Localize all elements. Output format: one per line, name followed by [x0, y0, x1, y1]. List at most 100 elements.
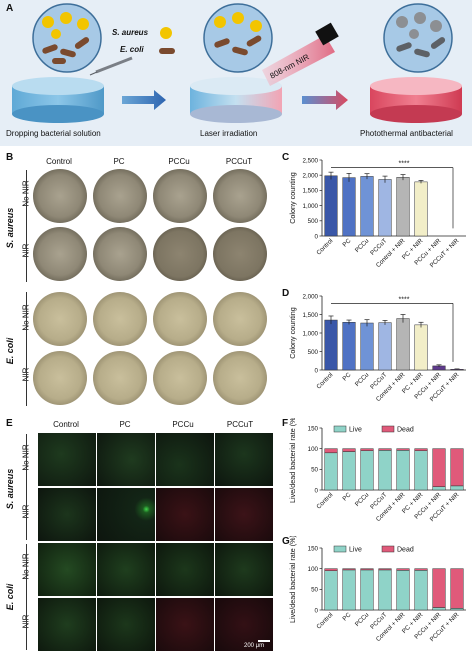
chart-d-bar [414, 324, 428, 371]
dish-cylinder-1 [12, 77, 104, 123]
chart-g-ytick-label: 0 [315, 607, 319, 614]
chart-f-legend-live: Live [349, 427, 362, 434]
chart-f-bar-live [342, 451, 356, 491]
chart-g-bar-dead [432, 568, 446, 608]
chart-c-ytick-label: 1,500 [303, 188, 319, 195]
process-arrow-2 [302, 90, 348, 110]
chart-g-bar-live [324, 570, 338, 611]
magnified-view-2 [203, 3, 273, 73]
fl-col-pc: PC [119, 420, 131, 429]
fl-sa-pccut-no-nir [215, 433, 273, 486]
chart-f-ytick-label: 50 [311, 467, 318, 474]
chart-d-ytick-label: 1,000 [303, 330, 319, 337]
chart-f-bar-dead [432, 448, 446, 487]
chart-f-ytick-label: 100 [308, 446, 319, 453]
chart-d-category-label: Control [315, 371, 334, 390]
chart-g-bar-dead [378, 568, 392, 571]
chart-f-bar-dead [396, 448, 410, 451]
chart-c: 0 500 1,000 1,500 2,000 2,500 Colony counting C… [288, 157, 466, 269]
fl-ec-control-no-nir [38, 543, 96, 596]
fl-sa-pccu-no-nir [156, 433, 214, 486]
plate-ec-pccut-no-nir [213, 292, 267, 346]
dish-cylinder-2 [190, 77, 282, 123]
chart-c-bar [342, 177, 356, 237]
fl-sa-pc-nir [97, 488, 155, 541]
plate-species-divider-sa [26, 170, 27, 282]
chart-f-legend-dead: Dead [397, 427, 414, 434]
plate-col-pccu: PCCu [168, 157, 190, 166]
fl-species-divider-sa [26, 434, 27, 540]
fl-sa-control-nir [38, 488, 96, 541]
chart-g-bar-live [396, 570, 410, 611]
fl-col-pccu: PCCu [172, 420, 194, 429]
fl-sa-pccu-nir [156, 488, 214, 541]
chart-f-category-label: PC [341, 491, 352, 502]
chart-g-bar-live [360, 569, 374, 611]
plate-ec-control-nir [33, 351, 87, 405]
chart-g-bar-live [342, 569, 356, 611]
chart-c-category-label: Control [315, 237, 334, 256]
plate-sa-pc-nir [93, 227, 147, 281]
scale-bar-line [258, 640, 270, 642]
chart-f-bar-live [450, 485, 464, 491]
chart-g-bar-dead [324, 568, 338, 571]
fl-species-e-coli: E. coli [5, 583, 15, 611]
chart-f: 0 50 100 150 Live/dead bacterial rate (%) Con… [288, 418, 466, 523]
fl-species-divider-ec [26, 544, 27, 650]
chart-g-ytick-label: 100 [308, 566, 319, 573]
chart-c-category-label: PC [341, 237, 352, 248]
chart-c-bar [396, 177, 410, 237]
plate-ec-pc-no-nir [93, 292, 147, 346]
chart-d-bar [396, 318, 410, 371]
chart-d-ytick-label: 2,000 [303, 293, 319, 300]
fl-ec-control-nir [38, 598, 96, 651]
chart-f-category-label: Control [315, 491, 334, 510]
chart-f-bar-dead [450, 448, 464, 487]
s-aureus-legend-icon [160, 27, 172, 39]
chart-c-ytick-label: 2,500 [303, 157, 319, 164]
chart-d-category-label: PC [341, 371, 352, 382]
chart-g-category-label: Control [315, 611, 334, 630]
plate-sa-pccu-nir [153, 227, 207, 281]
chart-g-bar-live [378, 569, 392, 611]
chart-c-bar [360, 176, 374, 237]
chart-d-sig-label: **** [399, 296, 410, 303]
plate-col-pccut: PCCuT [225, 157, 253, 166]
chart-c-bar [324, 175, 338, 237]
chart-c-bar [414, 181, 428, 237]
chart-g-bar-dead [360, 568, 374, 571]
chart-d: 0 500 1,000 1,500 2,000 Colony counting Contro… [288, 293, 466, 403]
chart-g-bar-dead [414, 568, 428, 571]
plate-species-e-coli: E. coli [5, 337, 15, 365]
panel-letter-g: G [282, 536, 290, 547]
chart-f-y-axis-label: Live/dead bacterial rate (%) [288, 418, 297, 503]
fl-ec-pc-no-nir [97, 543, 155, 596]
legend-e-coli: E. coli [120, 45, 144, 54]
chart-g-category-label: PC [341, 611, 352, 622]
chart-f-bar-live [378, 450, 392, 491]
panel-letter-f: F [282, 418, 289, 429]
magnified-view-1 [32, 3, 102, 73]
plate-sa-control-no-nir [33, 169, 87, 223]
chart-d-bar [360, 322, 374, 371]
plate-sa-pc-no-nir [93, 169, 147, 223]
step-1-label: Dropping bacterial solution [6, 129, 101, 138]
laser-beam [262, 22, 339, 86]
fl-sa-control-no-nir [38, 433, 96, 486]
chart-g-bar-live [414, 570, 428, 611]
panel-letter-a: A [6, 3, 14, 14]
chart-g-bar-dead [450, 568, 464, 609]
fl-col-control: Control [53, 420, 79, 429]
plate-col-control: Control [46, 157, 72, 166]
plate-ec-pc-nir [93, 351, 147, 405]
chart-c-sig-label: **** [399, 161, 410, 168]
chart-f-bar-dead [342, 448, 356, 452]
chart-g-legend-swatch-dead [381, 545, 395, 553]
fl-sa-pc-no-nir [97, 433, 155, 486]
chart-f-bar-live [396, 450, 410, 491]
chart-g-bar-live [432, 607, 446, 611]
plate-species-divider-ec [26, 292, 27, 406]
chart-c-y-axis-label: Colony counting [288, 172, 297, 224]
chart-f-ytick-label: 0 [315, 487, 319, 494]
chart-g: 0 50 100 150 Live/dead bacterial rate (%) Con… [288, 536, 466, 643]
